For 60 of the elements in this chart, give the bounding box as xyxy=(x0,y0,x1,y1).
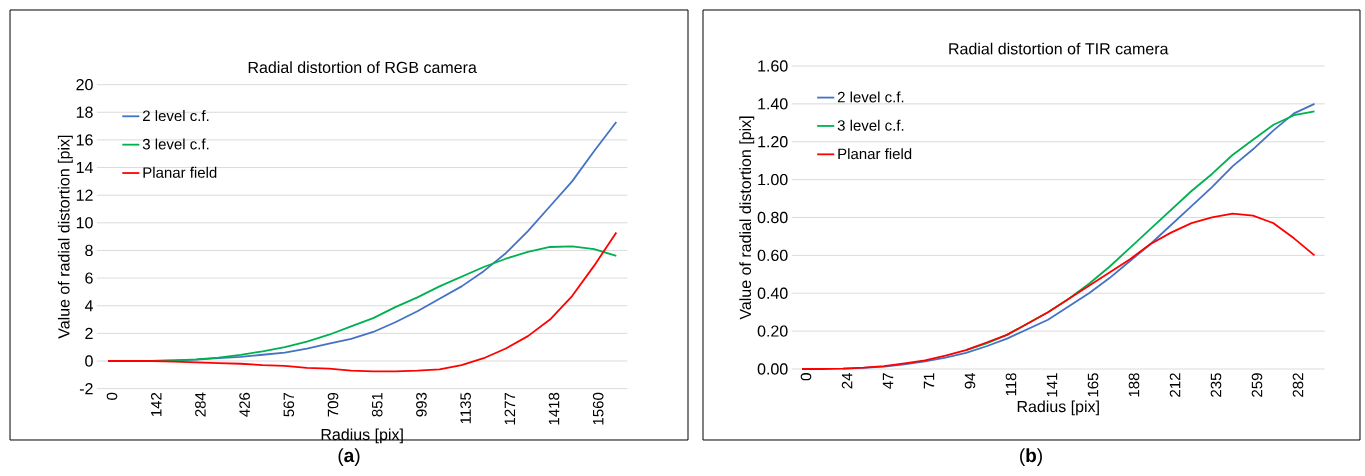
x-tick-label: 188 xyxy=(1128,373,1140,397)
y-tick-label: 1.00 xyxy=(758,173,788,186)
text: (a) xyxy=(338,448,360,466)
y-tick-label: 20 xyxy=(76,78,93,91)
y-tick-label: 6 xyxy=(85,272,93,284)
x-tick-label: 71 xyxy=(923,373,935,389)
x-tick-label: 94 xyxy=(964,372,976,389)
x-tick-label: 1560 xyxy=(592,392,604,425)
y-tick-label: 1.20 xyxy=(758,136,788,148)
y-tick-label: 10 xyxy=(76,217,93,229)
y-tick-label: 1.40 xyxy=(758,98,788,110)
y-axis-title: Value of radial distortion [pix] xyxy=(57,135,73,339)
x-tick-label: 426 xyxy=(239,392,250,417)
x-tick-label: 284 xyxy=(195,392,206,417)
y-tick-label: 0.20 xyxy=(757,325,788,337)
x-tick-label: 165 xyxy=(1087,373,1099,397)
x-tick-label: 282 xyxy=(1292,373,1304,397)
x-axis-title: Radius [pix] xyxy=(1017,400,1099,416)
legend-label: 3 level c.f. xyxy=(142,138,209,150)
x-tick-label: 212 xyxy=(1169,373,1181,397)
legend-label: 2 level c.f. xyxy=(837,91,904,103)
y-tick-label: 8 xyxy=(85,244,93,257)
x-axis-title: Radius [pix] xyxy=(321,428,403,444)
y-axis-title: Value of radial distortion [pix] xyxy=(739,116,755,320)
y-tick-label: -2 xyxy=(79,383,93,395)
x-tick-label: 47 xyxy=(882,373,894,389)
y-tick-label: 0.60 xyxy=(757,249,788,262)
x-tick-label: 709 xyxy=(327,392,339,417)
legend-label: Planar field xyxy=(838,148,912,160)
y-tick-label: 14 xyxy=(76,162,93,174)
x-tick-label: 24 xyxy=(841,372,853,389)
x-tick-label: 141 xyxy=(1046,373,1058,397)
y-tick-label: 18 xyxy=(76,106,93,118)
y-tick-label: 1.60 xyxy=(758,60,788,72)
x-tick-label: 0 xyxy=(106,392,118,400)
y-tick-label: 0.80 xyxy=(757,211,788,224)
y-tick-label: 0 xyxy=(85,355,93,367)
y-tick-label: 16 xyxy=(76,134,93,146)
y-tick-label: 4 xyxy=(84,300,93,312)
x-tick-label: 851 xyxy=(371,392,383,417)
x-tick-label: 1418 xyxy=(548,392,560,425)
x-tick-label: 259 xyxy=(1251,373,1263,397)
legend-label: Planar field xyxy=(143,166,217,178)
x-tick-label: 993 xyxy=(416,392,427,417)
chart-title: Radial distortion of RGB camera xyxy=(248,61,477,74)
y-tick-label: 12 xyxy=(76,189,93,201)
text: (b) xyxy=(1020,448,1042,466)
y-tick-label: 0.40 xyxy=(757,287,788,299)
x-tick-label: 235 xyxy=(1210,373,1222,397)
x-tick-label: 0 xyxy=(800,373,812,381)
y-tick-label: 2 xyxy=(85,327,93,339)
y-tick-label: 0.00 xyxy=(757,363,788,375)
chart-title: Radial distortion of TIR camera xyxy=(949,42,1169,55)
x-tick-label: 1277 xyxy=(504,392,516,425)
x-tick-label: 1135 xyxy=(460,392,471,424)
x-tick-label: 142 xyxy=(150,392,162,417)
legend-label: 2 level c.f. xyxy=(143,110,209,122)
legend-label: 3 level c.f. xyxy=(837,119,904,131)
x-tick-label: 118 xyxy=(1005,373,1017,396)
x-tick-label: 567 xyxy=(283,392,295,417)
